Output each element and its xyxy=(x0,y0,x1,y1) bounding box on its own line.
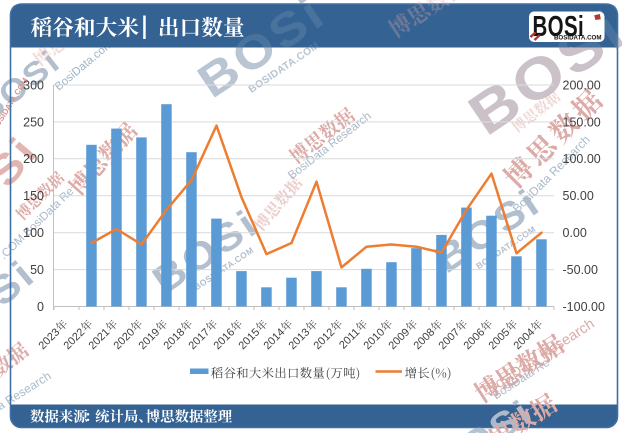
svg-text:250: 250 xyxy=(23,115,44,129)
svg-text:200.00: 200.00 xyxy=(563,78,601,92)
svg-text:0: 0 xyxy=(37,300,44,314)
svg-text:150.00: 150.00 xyxy=(563,115,601,129)
svg-text:300: 300 xyxy=(23,78,44,92)
svg-text:100.00: 100.00 xyxy=(563,152,601,166)
svg-text:50.00: 50.00 xyxy=(563,189,594,203)
svg-text:0.00: 0.00 xyxy=(563,226,587,240)
svg-text:-100.00: -100.00 xyxy=(563,300,605,314)
svg-text:50: 50 xyxy=(30,263,44,277)
svg-text:BOSIDATA.COM: BOSIDATA.COM xyxy=(554,34,602,41)
svg-text:-50.00: -50.00 xyxy=(563,263,598,277)
svg-text:BOSi: BOSi xyxy=(533,12,585,43)
svg-text:150: 150 xyxy=(23,189,44,203)
svg-text:100: 100 xyxy=(23,226,44,240)
svg-text:200: 200 xyxy=(23,152,44,166)
